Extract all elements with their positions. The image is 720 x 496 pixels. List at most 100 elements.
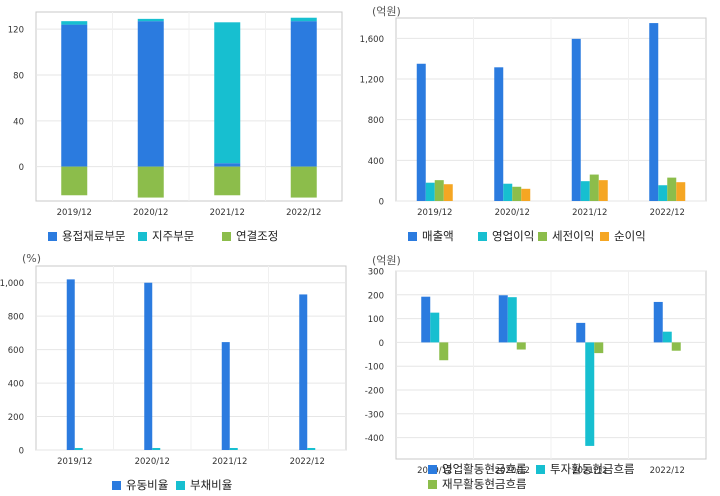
- legend-swatch: [600, 231, 609, 241]
- legend-item: 투자활동현금흐름: [536, 461, 635, 477]
- legend-item: 영업활동현금흐름: [428, 461, 527, 477]
- legend-label: 순이익: [614, 229, 646, 243]
- bar-series-1-2019-12: [430, 312, 440, 343]
- y-tick-label: 600: [8, 346, 24, 356]
- legend-label: 용접재료부문: [62, 229, 126, 243]
- legend-item: 순이익: [600, 228, 646, 244]
- bar-series-1-2021-12: [214, 22, 241, 164]
- x-tick-label: 2019/12: [57, 208, 92, 218]
- legend-swatch: [428, 479, 437, 489]
- y-tick-label: 80: [13, 72, 24, 82]
- x-tick-label: 2022/12: [290, 457, 325, 467]
- y-tick-label: -400: [365, 434, 384, 444]
- bar-series-1-2019-12: [74, 447, 83, 450]
- legend-swatch: [176, 480, 185, 490]
- bar-series-1-2021-12: [580, 181, 590, 201]
- income-chart-unit: (억원): [372, 5, 401, 18]
- bar-series-1-2020-12: [503, 183, 513, 201]
- legend-item: 매출액: [408, 228, 454, 244]
- x-tick-label: 2020/12: [495, 466, 530, 476]
- x-tick-label: 2019/12: [57, 457, 92, 467]
- legend-item: 세전이익: [538, 228, 594, 244]
- bar-series-1-2022-12: [662, 331, 672, 343]
- y-tick-label: 400: [8, 380, 24, 390]
- legend-item: 영업이익: [478, 228, 534, 244]
- bar-series-3-2019-12: [443, 184, 453, 201]
- bar-series-2-2020-12: [512, 186, 522, 201]
- legend-label: 매출액: [422, 229, 454, 243]
- bar-series-0-2021-12: [221, 342, 230, 450]
- ratio-chart-unit: (%): [22, 252, 42, 265]
- segment-stacked-bar-chart: 120 80 40 0 2019/12 2020/12 2021/12 2022/12: [8, 11, 343, 218]
- ratio-bar-chart: 1,000 800 600 400 200 0 2019/12 2020/12 2021/12 2…: [0, 265, 347, 467]
- x-tick-label: 2020/12: [133, 208, 168, 218]
- bar-series-1-2022-12: [307, 447, 316, 450]
- bar-series-0-2022-12: [299, 294, 308, 450]
- legend-swatch: [138, 231, 147, 241]
- legend-swatch: [538, 231, 547, 241]
- bar-series-2-2021-12: [594, 342, 604, 354]
- legend-swatch: [536, 464, 545, 474]
- bar-series-0-2021-12: [576, 322, 586, 343]
- legend-label: 투자활동현금흐름: [550, 462, 635, 476]
- bar-series-2-2019-12: [439, 342, 449, 361]
- bar-series-3-2021-12: [598, 180, 608, 201]
- legend-item: 용접재료부문: [48, 228, 125, 244]
- x-tick-label: 2019/12: [417, 208, 452, 218]
- cashflow-chart-unit: (억원): [372, 254, 401, 267]
- legend-item: 유동비율: [112, 477, 168, 493]
- bar-series-0-2019-12: [66, 279, 75, 450]
- x-tick-label: 2022/12: [650, 466, 685, 476]
- y-tick-label: 0: [19, 447, 24, 457]
- y-tick-label: 0: [19, 163, 24, 173]
- legend-label: 영업이익: [492, 229, 535, 243]
- legend-swatch: [222, 231, 231, 241]
- x-tick-label: 2020/12: [495, 208, 530, 218]
- legend-item: 연결조정: [222, 228, 278, 244]
- bar-series-1-2019-12: [425, 182, 435, 201]
- bar-series-2-2019-12: [61, 166, 88, 196]
- legend-label: 유동비율: [126, 478, 169, 492]
- legend-item: 재무활동현금흐름: [428, 476, 527, 492]
- legend-label: 재무활동현금흐름: [442, 477, 527, 491]
- bar-series-0-2021-12: [214, 163, 241, 167]
- bar-series-0-2022-12: [290, 21, 317, 167]
- x-tick-label: 2021/12: [572, 466, 607, 476]
- y-tick-label: 300: [368, 268, 384, 278]
- legend-label: 세전이익: [552, 229, 595, 243]
- bar-series-1-2021-12: [229, 447, 238, 450]
- bar-series-0-2019-12: [416, 63, 426, 201]
- ratio-chart-panel: (%) 1,000 800 600 400 200 0 2019/12 2020/12 2021…: [0, 248, 360, 496]
- segment-chart-panel: 120 80 40 0 2019/12 2020/12 2021/12 2022/12 용접재…: [0, 0, 360, 248]
- y-tick-label: -100: [365, 363, 384, 373]
- bar-series-1-2019-12: [61, 21, 88, 25]
- y-tick-label: 400: [368, 157, 384, 167]
- x-tick-label: 2021/12: [572, 208, 607, 218]
- cashflow-chart-panel: (억원) 3002001000-100-200-300-4002019/1220…: [360, 248, 720, 496]
- bar-series-1-2022-12: [290, 17, 317, 22]
- y-tick-label: -200: [365, 386, 384, 396]
- y-tick-label: 40: [13, 117, 24, 127]
- bar-series-0-2020-12: [494, 67, 504, 201]
- legend-swatch: [48, 231, 57, 241]
- y-tick-label: 120: [8, 26, 24, 36]
- bar-series-1-2022-12: [658, 185, 668, 201]
- bar-series-2-2020-12: [516, 342, 526, 350]
- legend-swatch: [478, 231, 487, 241]
- legend-item: 부채비율: [176, 477, 232, 493]
- bar-series-2-2022-12: [667, 177, 677, 201]
- bar-series-2-2019-12: [434, 180, 444, 201]
- bar-series-1-2020-12: [137, 18, 164, 22]
- y-tick-label: 800: [368, 116, 384, 126]
- bar-series-2-2022-12: [671, 342, 681, 351]
- x-tick-label: 2020/12: [135, 457, 170, 467]
- bar-series-2-2022-12: [290, 166, 317, 198]
- legend-swatch: [112, 480, 121, 490]
- y-tick-label: 800: [8, 313, 24, 323]
- bar-series-0-2020-12: [137, 21, 164, 167]
- income-chart-panel: (억원) 1,600 1,200 800 400 0 2019/12 2020/12 2021…: [360, 0, 720, 248]
- legend-label: 부채비율: [190, 478, 233, 492]
- bar-series-0-2022-12: [649, 23, 659, 202]
- legend-swatch: [428, 464, 437, 474]
- y-tick-label: 0: [379, 339, 384, 349]
